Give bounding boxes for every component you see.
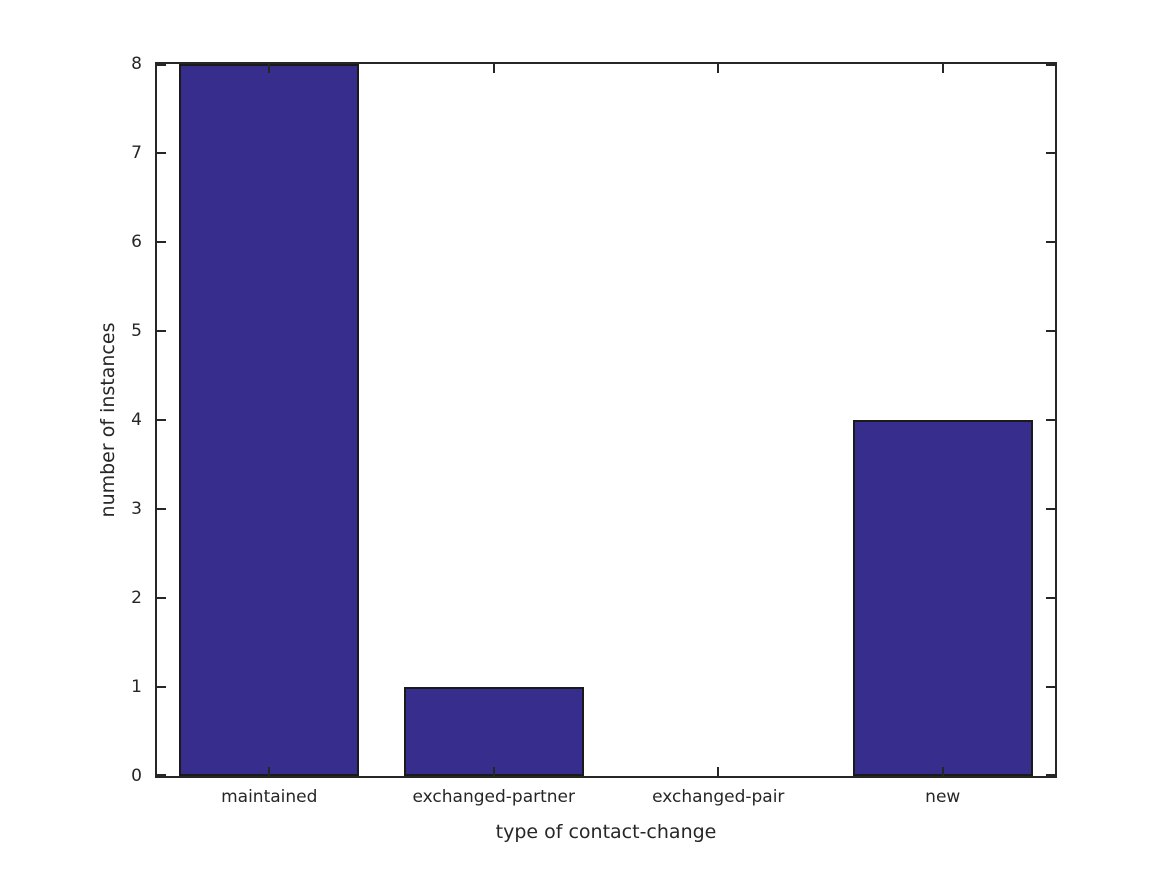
y-tick-mark	[157, 597, 166, 599]
y-tick-mark	[157, 152, 166, 154]
x-axis-label: type of contact-change	[495, 821, 717, 843]
x-tick-mark	[717, 64, 720, 73]
y-tick-mark	[1046, 597, 1055, 599]
y-tick-mark	[157, 686, 166, 688]
y-tick-label: 0	[131, 766, 142, 786]
y-tick-mark	[157, 419, 166, 421]
y-tick-mark	[1046, 419, 1055, 421]
y-tick-mark	[1046, 774, 1055, 776]
y-tick-label: 4	[131, 410, 142, 430]
x-tick-mark	[268, 767, 271, 776]
y-tick-mark	[1046, 330, 1055, 332]
y-tick-mark	[157, 330, 166, 332]
y-tick-label: 2	[131, 588, 142, 608]
x-tick-mark	[941, 767, 944, 776]
y-tick-mark	[1046, 241, 1055, 243]
bar-maintained	[179, 64, 360, 776]
y-axis-label: number of instances	[97, 322, 119, 518]
y-tick-mark	[157, 241, 166, 243]
y-tick-label: 5	[131, 321, 142, 341]
y-tick-mark	[1046, 508, 1055, 510]
y-tick-label: 3	[131, 499, 142, 519]
x-tick-mark	[717, 767, 720, 776]
y-tick-mark	[1046, 64, 1055, 66]
y-tick-label: 6	[131, 232, 142, 252]
x-tick-label-exchanged-partner: exchanged-partner	[412, 787, 576, 807]
x-tick-mark	[492, 767, 495, 776]
x-tick-label-new: new	[925, 787, 961, 807]
x-tick-label-exchanged-pair: exchanged-pair	[652, 787, 785, 807]
x-tick-mark	[268, 64, 271, 73]
bar-exchanged-partner	[403, 687, 584, 776]
y-tick-label: 1	[131, 677, 142, 697]
y-tick-mark	[157, 64, 166, 66]
y-tick-label: 8	[131, 54, 142, 74]
y-tick-mark	[1046, 152, 1055, 154]
y-tick-mark	[157, 774, 166, 776]
x-tick-label-maintained: maintained	[221, 787, 318, 807]
y-tick-mark	[1046, 686, 1055, 688]
bar-new	[852, 420, 1033, 776]
plot-area	[155, 62, 1057, 778]
x-tick-mark	[941, 64, 944, 73]
x-tick-mark	[492, 64, 495, 73]
y-tick-label: 7	[131, 143, 142, 163]
y-tick-mark	[157, 508, 166, 510]
